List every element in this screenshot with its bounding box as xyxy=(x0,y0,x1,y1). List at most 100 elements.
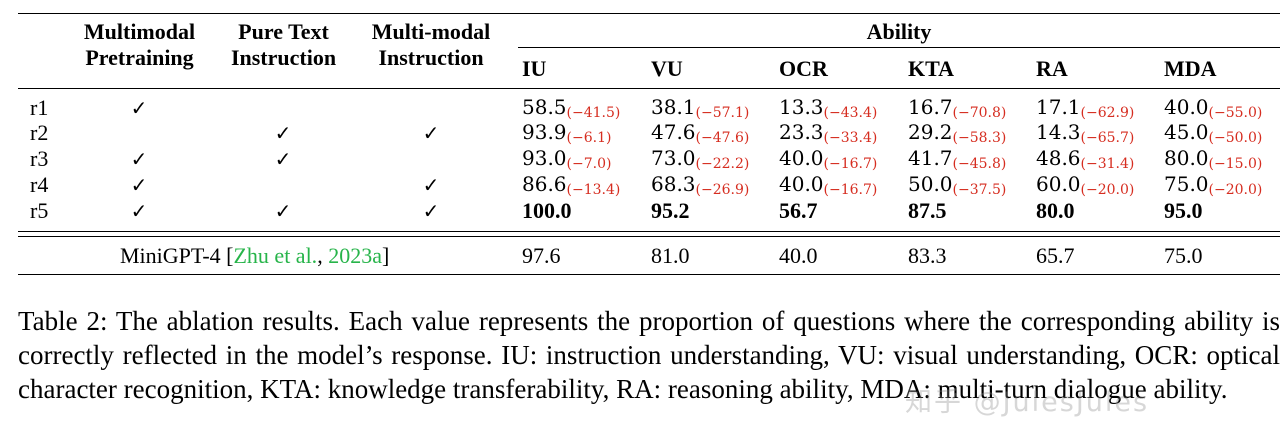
score-delta: (−55.0) xyxy=(1208,105,1263,121)
ability-header-vu: VU xyxy=(651,56,683,81)
score-delta: (−70.8) xyxy=(952,105,1007,121)
ability-header-ocr: OCR xyxy=(779,56,828,81)
ability-underline xyxy=(518,47,1280,48)
checkmark: ✓ xyxy=(130,149,148,171)
score-cell: 93.9(−6.1) xyxy=(522,119,612,146)
score-delta: (−22.2) xyxy=(695,156,750,172)
best-score-value: 80.0 xyxy=(1036,198,1075,223)
score-cell: 50.0(−37.5) xyxy=(908,171,1006,198)
score-delta: (−16.7) xyxy=(823,156,878,172)
baseline-score: 40.0 xyxy=(779,243,818,268)
header-multimodal-instruction: Multi-modal Instruction xyxy=(362,19,500,71)
score-cell: 47.6(−47.6) xyxy=(651,119,750,146)
score-value: 40.0 xyxy=(779,172,824,196)
header-line: Pure Text xyxy=(238,19,329,44)
score-value: 17.1 xyxy=(1036,95,1081,119)
checkmark: ✓ xyxy=(130,201,148,223)
score-delta: (−45.8) xyxy=(952,156,1007,172)
score-cell: 68.3(−26.9) xyxy=(651,171,750,198)
score-value: 13.3 xyxy=(779,95,824,119)
citation-close: ] xyxy=(381,243,390,268)
score-value: 40.0 xyxy=(1164,95,1209,119)
score-cell: 40.0(−16.7) xyxy=(779,171,878,198)
score-cell: 58.5(−41.5) xyxy=(522,94,621,121)
score-value: 75.0 xyxy=(1164,172,1209,196)
score-delta: (−41.5) xyxy=(566,105,621,121)
checkmark: ✓ xyxy=(130,98,148,120)
double-rule-lower xyxy=(18,236,1280,237)
best-score-value: 95.0 xyxy=(1164,198,1203,223)
score-value: 47.6 xyxy=(651,120,696,144)
score-delta: (−7.0) xyxy=(566,156,612,172)
double-rule-upper xyxy=(18,231,1280,232)
row-label: r1 xyxy=(30,95,49,120)
score-value: 45.0 xyxy=(1164,120,1209,144)
score-delta: (−62.9) xyxy=(1080,105,1135,121)
score-value: 41.7 xyxy=(908,146,953,170)
best-score-value: 100.0 xyxy=(522,198,572,223)
row-label: r4 xyxy=(30,172,49,197)
checkmark: ✓ xyxy=(274,149,292,171)
score-delta: (−31.4) xyxy=(1080,156,1135,172)
row-label: r2 xyxy=(30,120,49,145)
score-delta: (−6.1) xyxy=(566,130,612,146)
score-cell: 60.0(−20.0) xyxy=(1036,171,1135,198)
checkmark: ✓ xyxy=(130,175,148,197)
score-cell: 16.7(−70.8) xyxy=(908,94,1007,121)
checkmark: ✓ xyxy=(422,123,440,145)
score-cell: 80.0(−15.0) xyxy=(1164,145,1263,172)
checkmark: ✓ xyxy=(274,123,292,145)
top-rule xyxy=(18,13,1280,14)
score-delta: (−33.4) xyxy=(823,130,878,146)
score-value: 48.6 xyxy=(1036,146,1081,170)
score-value: 93.9 xyxy=(522,120,567,144)
checkmark: ✓ xyxy=(274,201,292,223)
score-value: 86.6 xyxy=(522,172,567,196)
score-delta: (−20.0) xyxy=(1080,182,1135,198)
header-line: Pretraining xyxy=(85,45,194,70)
score-cell: 29.2(−58.3) xyxy=(908,119,1007,146)
score-cell: 75.0(−20.0) xyxy=(1164,171,1262,198)
score-delta: (−16.7) xyxy=(823,182,878,198)
score-value: 16.7 xyxy=(908,95,953,119)
score-delta: (−15.0) xyxy=(1208,156,1263,172)
caption-text: Table 2: The ablation results. Each valu… xyxy=(18,306,1280,404)
score-cell: 13.3(−43.4) xyxy=(779,94,877,121)
baseline-score: 81.0 xyxy=(651,243,690,268)
score-cell: 38.1(−57.1) xyxy=(651,94,750,121)
score-value: 93.0 xyxy=(522,146,567,170)
score-cell: 40.0(−16.7) xyxy=(779,145,878,172)
header-line: Instruction xyxy=(230,45,337,70)
table-caption: Table 2: The ablation results. Each valu… xyxy=(18,304,1280,406)
score-value: 58.5 xyxy=(522,95,567,119)
score-value: 14.3 xyxy=(1036,120,1081,144)
baseline-score: 83.3 xyxy=(908,243,947,268)
score-delta: (−58.3) xyxy=(952,130,1007,146)
citation-year-link[interactable]: 2023a xyxy=(328,243,382,268)
baseline-score: 75.0 xyxy=(1164,243,1203,268)
score-delta: (−47.6) xyxy=(695,130,750,146)
score-cell: 48.6(−31.4) xyxy=(1036,145,1135,172)
best-score-value: 95.2 xyxy=(651,198,690,223)
score-delta: (−57.1) xyxy=(695,105,750,121)
row-label: r5 xyxy=(30,198,49,223)
score-value: 73.0 xyxy=(651,146,696,170)
score-cell: 40.0(−55.0) xyxy=(1164,94,1263,121)
citation-separator: , xyxy=(317,243,329,268)
score-delta: (−26.9) xyxy=(695,182,750,198)
ability-header-kta: KTA xyxy=(908,56,955,81)
score-delta: (−50.0) xyxy=(1208,130,1263,146)
header-line: Instruction xyxy=(378,45,484,70)
score-cell: 73.0(−22.2) xyxy=(651,145,750,172)
checkmark: ✓ xyxy=(422,175,440,197)
best-score-value: 87.5 xyxy=(908,198,947,223)
score-value: 80.0 xyxy=(1164,146,1209,170)
score-cell: 93.0(−7.0) xyxy=(522,145,612,172)
citation-author-link[interactable]: Zhu et al. xyxy=(233,243,318,268)
baseline-model-label: MiniGPT-4 [Zhu et al., 2023a] xyxy=(120,243,389,269)
score-value: 60.0 xyxy=(1036,172,1081,196)
ability-header-ra: RA xyxy=(1036,56,1068,81)
score-cell: 41.7(−45.8) xyxy=(908,145,1007,172)
header-multimodal-pretraining: Multimodal Pretraining xyxy=(72,19,207,71)
header-line: Multimodal xyxy=(83,19,196,44)
